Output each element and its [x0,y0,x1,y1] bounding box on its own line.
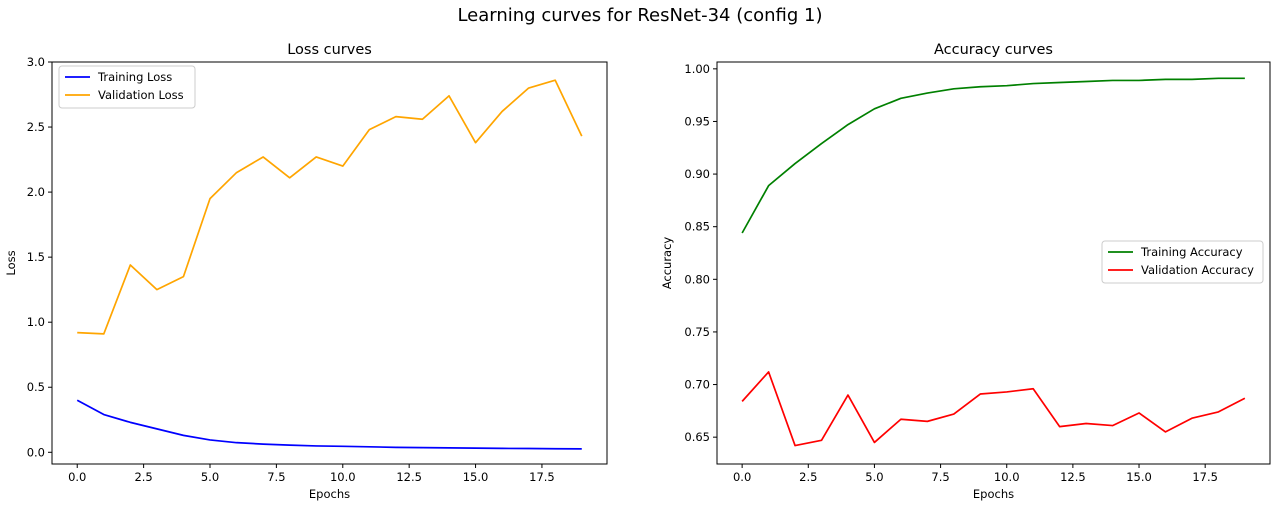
loss-x-tick-label: 7.5 [267,470,285,484]
loss-y-tick-label: 2.0 [27,185,45,199]
accuracy-y-axis-label: Accuracy [660,237,674,290]
accuracy-x-tick-label: 17.5 [1192,470,1218,484]
accuracy-x-tick-label: 12.5 [1060,470,1086,484]
training-accuracy-line [741,77,1245,234]
loss-y-tick-label: 1.5 [27,250,45,264]
training-loss-legend-label: Training Loss [97,70,172,84]
accuracy-x-tick-label: 10.0 [994,470,1020,484]
loss-chart: Loss curves 0.0 2.5 5.0 7.5 10.0 12.5 15.0 17.5 0… [4,42,608,501]
loss-y-tick-label: 2.5 [27,120,45,134]
accuracy-y-tick-label: 0.75 [684,325,710,339]
accuracy-y-tick-label: 0.80 [684,272,710,286]
loss-y-tick-label: 0.0 [27,445,45,459]
accuracy-y-tick-label: 0.85 [684,220,710,234]
loss-x-tick-label: 15.0 [463,470,489,484]
accuracy-x-tick-label: 2.5 [799,470,817,484]
legend-box [1101,240,1264,284]
loss-x-tick-label: 2.5 [134,470,152,484]
accuracy-plot-frame [716,61,1271,465]
legend-box [58,65,196,109]
accuracy-x-tick-label: 15.0 [1126,470,1152,484]
accuracy-x-tick-label: 0.0 [733,470,751,484]
accuracy-x-tick-label: 5.0 [865,470,883,484]
accuracy-y-tick-label: 0.95 [684,114,710,128]
loss-y-tick-label: 0.5 [27,380,45,394]
loss-y-tick-label: 3.0 [27,55,45,69]
loss-legend: Training Loss Validation Loss [58,65,196,109]
loss-x-tick-label: 10.0 [330,470,356,484]
accuracy-legend: Training Accuracy Validation Accuracy [1101,240,1264,284]
loss-chart-title: Loss curves [287,42,372,58]
accuracy-y-tick-label: 0.70 [684,378,710,392]
accuracy-chart: Accuracy curves 0.0 2.5 5.0 7.5 10.0 12.5 15.0 1… [660,42,1271,501]
loss-y-tick-label: 1.0 [27,315,45,329]
validation-loss-line [77,79,583,335]
accuracy-y-tick-label: 0.90 [684,167,710,181]
loss-x-tick-label: 17.5 [529,470,555,484]
loss-x-tick-label: 5.0 [201,470,219,484]
accuracy-x-tick-label: 7.5 [931,470,949,484]
loss-x-tick-label: 12.5 [396,470,422,484]
accuracy-x-axis-label: Epochs [973,487,1014,501]
loss-x-tick-label: 0.0 [68,470,86,484]
validation-accuracy-line [741,371,1246,447]
accuracy-y-tick-label: 1.00 [684,62,710,76]
loss-x-axis-label: Epochs [309,487,350,501]
training-accuracy-legend-label: Training Accuracy [1140,245,1243,259]
accuracy-chart-title: Accuracy curves [934,42,1053,58]
figure-title: Learning curves for ResNet-34 (config 1) [457,5,823,26]
validation-loss-legend-label: Validation Loss [98,88,184,102]
loss-plot-frame [51,61,608,465]
training-loss-line [76,399,582,450]
validation-accuracy-legend-label: Validation Accuracy [1141,263,1254,277]
accuracy-y-tick-label: 0.65 [684,430,710,444]
loss-y-axis-label: Loss [4,250,18,275]
